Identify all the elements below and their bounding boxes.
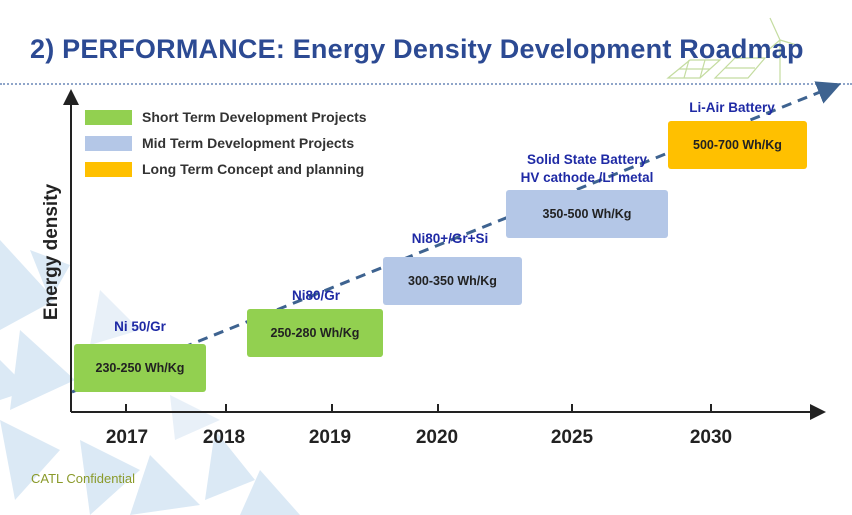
milestone-box-2: 250-280 Wh/Kg bbox=[247, 309, 383, 357]
title-divider bbox=[0, 83, 852, 85]
x-tick-label-2019: 2019 bbox=[308, 427, 352, 448]
milestone-label-5: Li-Air Battery bbox=[689, 100, 775, 115]
milestone-label-1: Ni 50/Gr bbox=[114, 319, 166, 334]
milestone-box-3: 300-350 Wh/Kg bbox=[383, 257, 522, 305]
legend: Short Term Development Projects Mid Term… bbox=[85, 104, 367, 182]
x-tick-label-2017: 2017 bbox=[105, 427, 149, 448]
milestone-label-2: Ni80/Gr bbox=[291, 288, 341, 303]
x-tick-label-2030: 2030 bbox=[689, 427, 733, 448]
legend-label-long: Long Term Concept and planning bbox=[142, 161, 365, 177]
legend-item-short: Short Term Development Projects bbox=[85, 104, 367, 130]
page-title: 2) PERFORMANCE: Energy Density Developme… bbox=[30, 34, 804, 64]
x-tick-label-2025: 2025 bbox=[550, 427, 594, 448]
legend-swatch-short bbox=[85, 109, 132, 125]
legend-item-long: Long Term Concept and planning bbox=[85, 156, 367, 182]
triangle-pattern bbox=[0, 240, 300, 515]
turbine-icon bbox=[666, 17, 801, 85]
milestone-box-5: 500-700 Wh/Kg bbox=[668, 121, 807, 169]
x-tick-label-2018: 2018 bbox=[202, 427, 246, 448]
footer-confidential: CATL Confidential bbox=[31, 471, 136, 486]
milestone-label-3: Ni80+/Gr+Si bbox=[411, 231, 489, 246]
legend-swatch-mid bbox=[85, 135, 132, 151]
milestone-box-1: 230-250 Wh/Kg bbox=[74, 344, 206, 392]
milestone-box-4: 350-500 Wh/Kg bbox=[506, 190, 668, 238]
legend-item-mid: Mid Term Development Projects bbox=[85, 130, 367, 156]
x-tick-label-2020: 2020 bbox=[415, 427, 459, 448]
legend-label-mid: Mid Term Development Projects bbox=[142, 135, 355, 151]
legend-label-short: Short Term Development Projects bbox=[142, 109, 367, 125]
milestone-label-4: Solid State Battery HV cathode /Li metal bbox=[520, 152, 654, 185]
y-axis-label: Energy density bbox=[41, 183, 62, 321]
legend-swatch-long bbox=[85, 161, 132, 177]
